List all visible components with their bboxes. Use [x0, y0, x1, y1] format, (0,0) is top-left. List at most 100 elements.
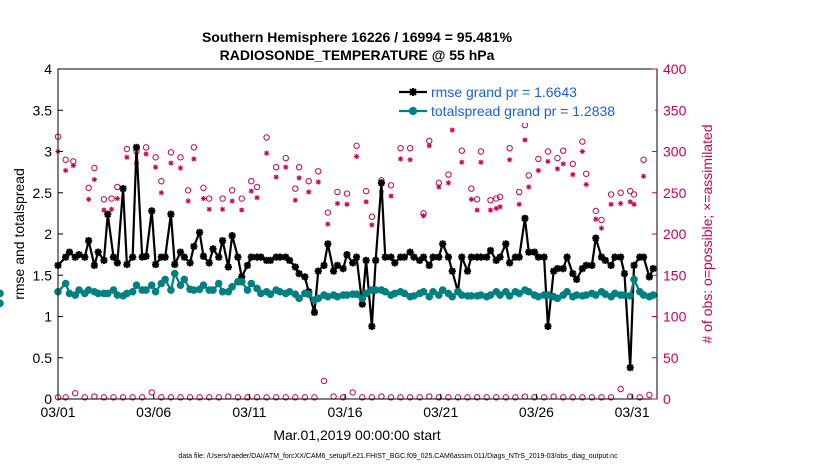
rmse-point	[636, 253, 644, 261]
totalspread-point	[214, 279, 223, 288]
obs-possible-marker	[305, 178, 312, 185]
obs-bottom-possible-marker	[598, 394, 605, 401]
obs-possible-marker	[190, 144, 198, 151]
obs-assimilated-marker	[108, 206, 115, 212]
obs-bottom-possible-marker	[272, 394, 280, 401]
left-y-tick-label: 3	[44, 144, 52, 160]
obs-bottom-possible-marker	[359, 394, 366, 401]
rmse-point	[253, 253, 261, 261]
obs-possible-marker	[640, 156, 647, 163]
rmse-point	[406, 248, 414, 256]
rmse-point	[215, 253, 223, 261]
totalspread-point	[486, 291, 495, 299]
obs-possible-marker	[387, 182, 395, 189]
rmse-point	[75, 251, 83, 259]
obs-assimilated-marker	[522, 137, 528, 143]
obs-possible-marker	[123, 145, 131, 153]
rmse-point	[486, 246, 495, 255]
totalspread-point	[496, 291, 504, 299]
x-tick-label: 03/16	[328, 404, 363, 420]
obs-possible-marker	[62, 156, 69, 163]
obs-bottom-possible-marker	[234, 394, 242, 401]
left-y-tick-label: 0	[44, 391, 52, 407]
obs-possible-marker	[458, 147, 465, 154]
obs-bottom-possible-marker	[110, 394, 117, 401]
totalspread-point	[649, 291, 657, 299]
rmse-point	[368, 322, 376, 330]
obs-possible-marker	[560, 147, 567, 154]
obs-possible-marker	[272, 163, 280, 171]
totalspread-point	[358, 294, 367, 303]
rmse-point	[152, 260, 160, 269]
obs-possible-marker	[579, 138, 586, 145]
rmse-point	[640, 253, 648, 261]
obs-possible-marker	[582, 170, 590, 177]
obs-assimilated-marker	[114, 195, 120, 202]
x-tick-label: 03/06	[136, 404, 171, 420]
obs-assimilated-marker	[493, 205, 499, 212]
rmse-point	[157, 253, 165, 261]
obs-possible-marker	[468, 185, 475, 192]
totalspread-point	[180, 275, 189, 284]
obs-assimilated-marker	[306, 189, 312, 195]
obs-bottom-possible-marker	[435, 394, 443, 401]
obs-assimilated-marker	[363, 199, 369, 205]
obs-bottom-possible-marker	[196, 394, 203, 401]
rmse-point	[132, 143, 141, 151]
obs-possible-marker	[85, 184, 92, 192]
obs-assimilated-marker	[91, 176, 97, 183]
rmse-point	[262, 256, 271, 264]
obs-bottom-possible-marker	[81, 394, 88, 401]
totalspread-point	[438, 286, 447, 294]
rmse-point	[171, 260, 179, 269]
rmse-point	[578, 265, 586, 273]
rmse-point	[282, 253, 290, 261]
totalspread-point	[400, 289, 409, 298]
obs-assimilated-marker	[407, 157, 413, 163]
rmse-point	[569, 270, 577, 278]
rmse-point	[540, 253, 548, 261]
rmse-point	[358, 300, 366, 308]
obs-bottom-possible-marker	[205, 394, 213, 401]
rmse-point	[617, 253, 625, 261]
obs-bottom-possible-marker	[186, 394, 194, 401]
totalspread-point	[0, 299, 4, 308]
totalspread-point	[224, 287, 233, 296]
rmse-point	[506, 259, 514, 267]
obs-possible-marker	[630, 191, 638, 198]
obs-assimilated-marker	[283, 164, 289, 170]
legend-marker	[408, 106, 418, 116]
obs-assimilated-marker	[315, 179, 321, 185]
rmse-point	[238, 273, 246, 281]
obs-bottom-possible-marker	[253, 394, 261, 401]
rmse-point	[272, 253, 280, 261]
obs-assimilated-marker	[292, 197, 298, 203]
obs-bottom-possible-marker	[406, 394, 414, 401]
totalspread-point	[132, 281, 141, 289]
obs-possible-marker	[324, 209, 332, 216]
x-tick-label: 03/11	[232, 404, 266, 420]
rmse-point	[190, 242, 198, 250]
data-file-footer: data file: /Users/raeder/DAI/ATM_forcXX/…	[178, 453, 618, 460]
rmse-point	[266, 256, 275, 264]
obs-bottom-possible-marker	[502, 394, 510, 401]
obs-possible-marker	[248, 178, 255, 185]
totalspread-point	[553, 294, 562, 303]
totalspread-point	[266, 290, 275, 299]
totalspread-point	[448, 292, 457, 301]
rmse-point	[620, 270, 629, 278]
rmse-point	[439, 240, 447, 248]
rmse-point	[391, 259, 399, 267]
totalspread-point	[626, 292, 635, 300]
rmse-point	[228, 232, 236, 240]
obs-count-layer	[54, 112, 653, 401]
obs-assimilated-marker	[273, 174, 279, 180]
totalspread-point	[381, 287, 390, 296]
obs-assimilated-marker	[608, 201, 614, 207]
obs-bottom-possible-marker	[569, 394, 576, 401]
obs-possible-marker	[295, 163, 303, 171]
rmse-point	[343, 251, 351, 259]
totalspread-point	[237, 278, 246, 286]
rmse-point	[372, 256, 380, 264]
rmse-point	[559, 265, 567, 273]
